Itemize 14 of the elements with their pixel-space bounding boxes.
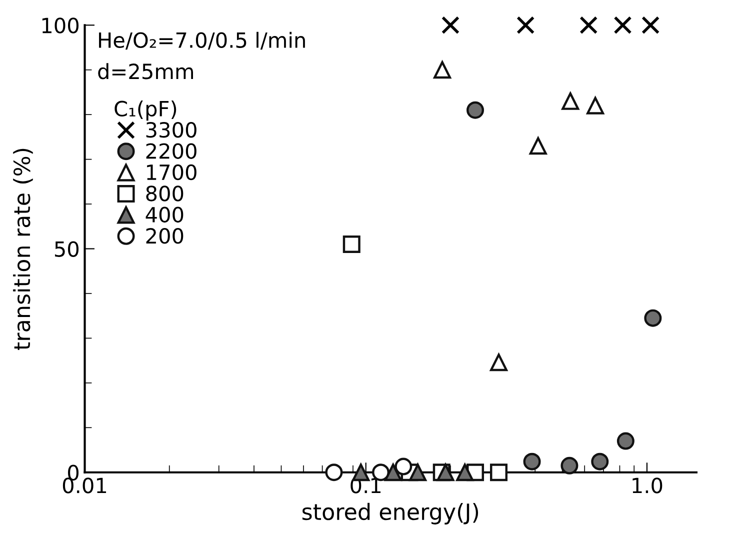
x-tick-label: 1.0 [632,478,662,494]
y-tick-label: 50 [54,241,79,257]
y-tick-label: 100 [42,18,79,34]
y-axis-title: transition rate (%) [13,148,33,350]
annotation: He/O₂=7.0/0.5 l/min [99,32,305,50]
legend-label: 1700 [147,164,196,180]
legend-label: 200 [146,228,184,244]
legend-label: 3300 [146,122,196,138]
legend-label: 800 [146,186,184,202]
legend-label: 400 [146,206,184,223]
annotation: d=25mm [98,63,193,80]
x-axis-title: stored energy(J) [302,502,478,524]
legend-label: 2200 [146,143,196,159]
legend-title: C₁(pF) [114,100,176,121]
